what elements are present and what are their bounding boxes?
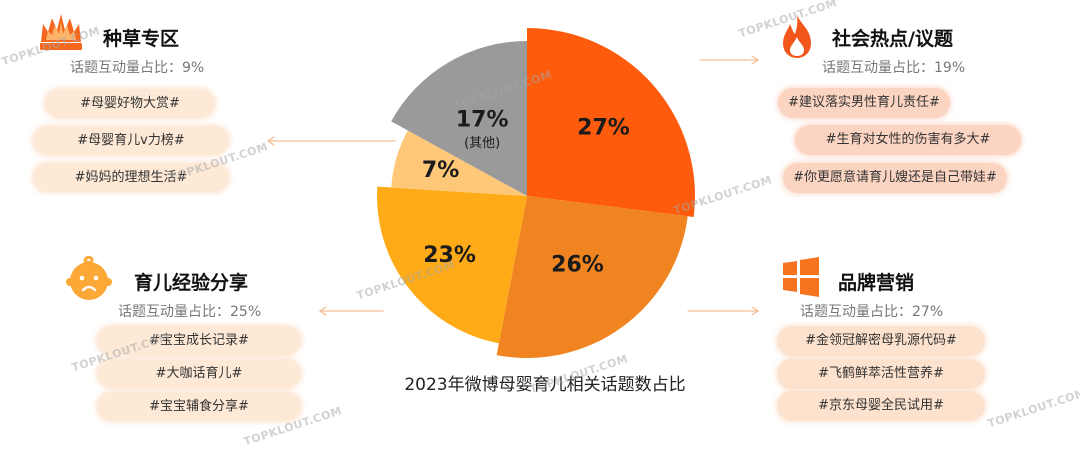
panel-subtitle: 话题互动量占比：19% [822, 60, 966, 76]
slice-label: 23% [423, 243, 476, 268]
topic-tag: #大咖话育儿# [97, 359, 301, 388]
topic-tag: #生育对女性的伤害有多大# [795, 125, 1021, 155]
pie-slice [391, 130, 527, 196]
slice-label: 26% [551, 253, 604, 278]
slice-label: 7% [422, 158, 459, 183]
topic-tag: #母婴好物大赏# [45, 89, 215, 118]
slice-label: 17% [456, 107, 509, 132]
fire-crown-icon [38, 12, 84, 56]
topic-tag: #建议落实男性育儿责任# [778, 88, 950, 118]
pie-labels: 27% 26% 23% 7% 17% (其他) [422, 107, 630, 277]
panel-subtitle: 话题互动量占比：9% [70, 60, 205, 76]
panel-title: 社会热点/议题 [832, 28, 953, 50]
topic-tag: #宝宝成长记录# [97, 326, 301, 355]
topic-tag: #宝宝辅食分享# [97, 392, 301, 421]
slice-label: 27% [577, 116, 630, 141]
pie-slice [527, 27, 696, 218]
panel-subtitle: 话题互动量占比：25% [118, 304, 262, 320]
panel-title: 种草专区 [103, 28, 180, 50]
topic-tag: #妈妈的理想生活# [33, 163, 229, 192]
pie-slice [391, 41, 527, 196]
windows-grid-icon [781, 256, 821, 302]
topic-tag: #母婴育儿v力榜# [33, 126, 229, 155]
flame-icon [780, 13, 814, 63]
slice-sublabel-other: (其他) [464, 136, 500, 151]
pie-slice [377, 186, 527, 344]
arrowhead [266, 136, 275, 146]
arrowhead [318, 306, 327, 316]
topic-tag: #金领冠解密母乳源代码# [777, 326, 985, 356]
arrowhead [751, 306, 760, 316]
pie-slices [377, 27, 696, 358]
panel-subtitle: 话题互动量占比：27% [800, 304, 944, 320]
topic-tag: #你更愿意请育儿嫂还是自己带娃# [783, 163, 1007, 193]
topic-tag: #京东母婴全民试用# [777, 391, 985, 421]
baby-face-icon [64, 255, 114, 306]
topic-tag: #飞鹤鲜萃活性营养# [777, 359, 985, 389]
panel-title: 育儿经验分享 [134, 272, 249, 294]
panel-title: 品牌营销 [838, 272, 915, 294]
pie-slice [496, 196, 688, 358]
arrowhead [751, 55, 760, 65]
chart-title: 2023年微博母婴育儿相关话题数占比 [404, 375, 686, 395]
